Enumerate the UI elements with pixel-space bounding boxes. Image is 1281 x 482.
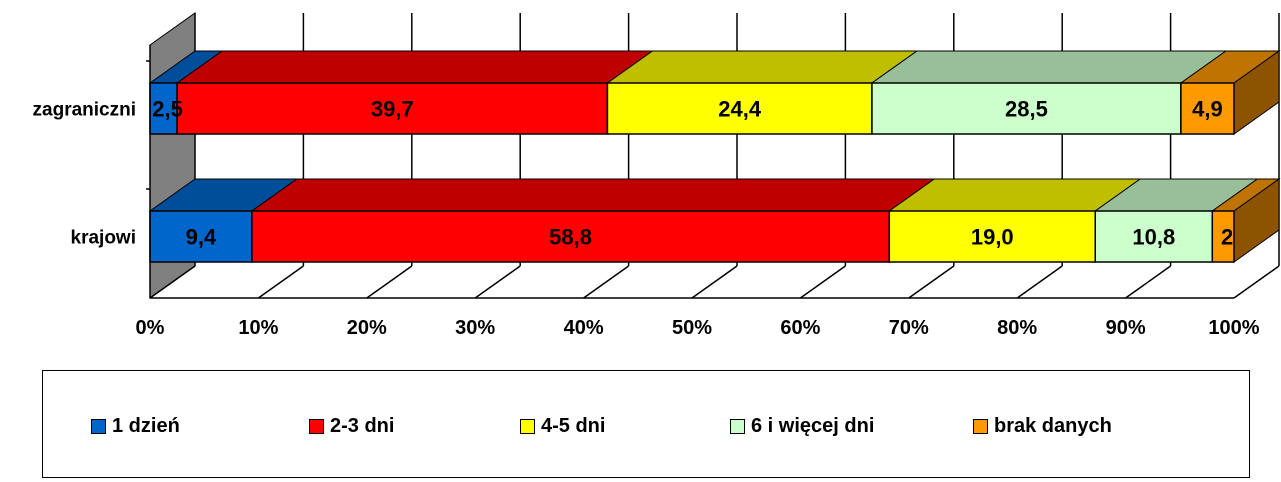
legend-label: 2-3 dni — [330, 414, 395, 437]
floor-gridline — [1233, 265, 1280, 299]
bar-top-face — [605, 50, 919, 84]
floor-gridline — [691, 265, 738, 299]
bar-segment — [1180, 82, 1235, 135]
floor-gridline — [583, 265, 630, 299]
legend-item: 2-3 dni — [309, 414, 394, 438]
bar-segment — [251, 210, 891, 263]
axes: zagraniczni krajowi 0% 10% 20% 30% 40% 50% 60% 70… — [33, 45, 1260, 339]
legend-swatch — [91, 418, 106, 434]
bar-segment — [1211, 210, 1235, 263]
data-label: 19,0 — [971, 225, 1014, 250]
legend-label: brak danych — [994, 414, 1112, 437]
legend-label: 4-5 dni — [541, 414, 606, 437]
x-tick-label: 50% — [672, 317, 712, 339]
data-label: 58,8 — [549, 225, 592, 250]
data-label: 10,8 — [1132, 225, 1175, 250]
legend-label: 6 i więcej dni — [751, 414, 875, 437]
x-tick-label: 40% — [564, 317, 604, 339]
legend-swatch — [973, 418, 988, 434]
floor-gridline — [366, 265, 413, 299]
category-label: krajowi — [71, 228, 136, 249]
legend: 1 dzień 2-3 dni 4-5 dni 6 i więcej dni brak … — [42, 370, 1250, 478]
legend-label: 1 dzień — [112, 414, 180, 437]
legend-swatch — [730, 418, 745, 434]
legend-swatch — [520, 418, 535, 434]
data-label: 24,4 — [718, 97, 762, 122]
bars: 2,5 39,7 24,4 28,5 4,9 9,4 58,8 19,0 10,8 2 — [148, 50, 1281, 263]
data-label: 39,7 — [371, 97, 414, 122]
bar-segment — [871, 82, 1182, 135]
x-tick-label: 100% — [1208, 317, 1259, 339]
bar-top-face — [250, 178, 936, 212]
bar-segment — [888, 210, 1096, 263]
data-label: 28,5 — [1005, 97, 1048, 122]
legend-swatch — [309, 418, 324, 434]
bar-segment — [1094, 210, 1214, 263]
bar-top-face — [870, 50, 1228, 84]
stacked-bar-chart: 2,5 39,7 24,4 28,5 4,9 9,4 58,8 19,0 10,8 2 zagra… — [33, 12, 1281, 339]
legend-item: 6 i więcej dni — [730, 414, 874, 438]
x-tick-label: 60% — [780, 317, 820, 339]
legend-item: 4-5 dni — [520, 414, 605, 438]
x-tick-label: 30% — [455, 317, 495, 339]
bar-segment — [606, 82, 873, 135]
floor-gridline — [799, 265, 846, 299]
x-tick-label: 0% — [136, 317, 165, 339]
data-label: 4,9 — [1192, 97, 1223, 122]
category-label: zagraniczni — [33, 100, 136, 121]
floor-gridline — [149, 265, 196, 299]
data-label: 2 — [1221, 225, 1233, 250]
x-tick-label: 80% — [997, 317, 1037, 339]
floor-gridline — [1125, 265, 1172, 299]
legend-item: brak danych — [973, 414, 1112, 438]
x-tick-label: 70% — [889, 317, 929, 339]
bar-top-face — [175, 50, 655, 84]
floor-gridline — [908, 265, 955, 299]
legend-row: 1 dzień 2-3 dni 4-5 dni 6 i więcej dni brak … — [43, 414, 1249, 438]
floor-gridline — [1016, 265, 1063, 299]
data-label: 2,5 — [152, 97, 183, 122]
x-tick-label: 10% — [238, 317, 278, 339]
data-label: 9,4 — [186, 225, 217, 250]
legend-item: 1 dzień — [91, 414, 180, 438]
bar-segment — [149, 210, 253, 263]
floor-gridline — [474, 265, 521, 299]
x-tick-label: 20% — [347, 317, 387, 339]
bar-segment — [176, 82, 609, 135]
x-tick-label: 90% — [1106, 317, 1146, 339]
bar-segment — [149, 82, 178, 135]
floor-gridline — [257, 265, 304, 299]
